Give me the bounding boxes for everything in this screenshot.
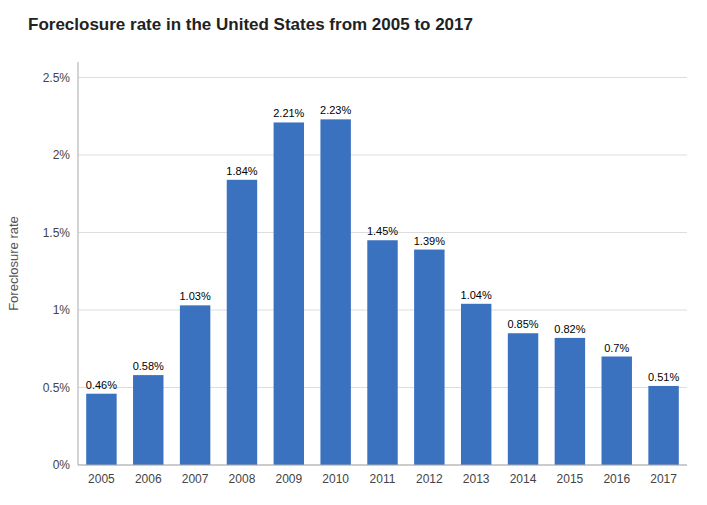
x-tick-label: 2016 (603, 472, 630, 486)
data-label: 1.03% (180, 290, 211, 302)
data-label: 2.21% (273, 107, 304, 119)
data-label: 1.45% (367, 225, 398, 237)
grid-line (78, 77, 687, 78)
x-axis-line (78, 465, 687, 466)
bars (86, 119, 679, 465)
data-label: 0.46% (86, 379, 117, 391)
bar (180, 305, 210, 465)
y-tick-label: 1% (53, 303, 71, 317)
x-tick-label: 2014 (510, 472, 537, 486)
title: Foreclosure rate in the United States fr… (28, 15, 473, 34)
bar (274, 122, 304, 465)
x-tick-label: 2011 (370, 472, 396, 486)
data-label: 0.85% (507, 318, 538, 330)
bar (648, 386, 678, 465)
x-tick-label: 2006 (135, 472, 162, 486)
bar (133, 375, 163, 465)
bar (508, 333, 538, 465)
bar (320, 119, 350, 465)
grid-line (78, 155, 687, 156)
y-tick-label: 1.5% (43, 226, 71, 240)
y-tick-label: 0.5% (43, 381, 71, 395)
data-label: 1.84% (226, 165, 257, 177)
bar (555, 338, 585, 465)
x-tick-label: 2015 (557, 472, 584, 486)
data-label: 2.23% (320, 104, 351, 116)
y-axis-line (78, 62, 79, 465)
chart: Foreclosure rate in the United States fr… (0, 0, 707, 505)
x-tick-label: 2008 (229, 472, 256, 486)
bar (86, 394, 116, 465)
x-tick-label: 2007 (182, 472, 209, 486)
bar (602, 357, 632, 466)
y-axis-label: Foreclosure rate (6, 216, 21, 311)
x-tick-label: 2005 (88, 472, 115, 486)
bar (414, 250, 444, 465)
y-tick-label: 2.5% (43, 71, 71, 85)
bar (227, 180, 257, 465)
x-tick-label: 2012 (416, 472, 443, 486)
grid-line (78, 465, 687, 466)
bar (367, 240, 397, 465)
data-label: 0.58% (133, 360, 164, 372)
data-label: 0.82% (554, 323, 585, 335)
data-label: 1.04% (461, 289, 492, 301)
data-label: 1.39% (414, 235, 445, 247)
x-tick-label: 2010 (322, 472, 349, 486)
data-label: 0.51% (648, 371, 679, 383)
y-tick-label: 2% (53, 148, 71, 162)
y-tick-label: 0% (53, 458, 71, 472)
x-tick-label: 2017 (650, 472, 677, 486)
x-tick-label: 2013 (463, 472, 490, 486)
x-tick-label: 2009 (275, 472, 302, 486)
bar (461, 304, 491, 465)
data-label: 0.7% (604, 342, 629, 354)
